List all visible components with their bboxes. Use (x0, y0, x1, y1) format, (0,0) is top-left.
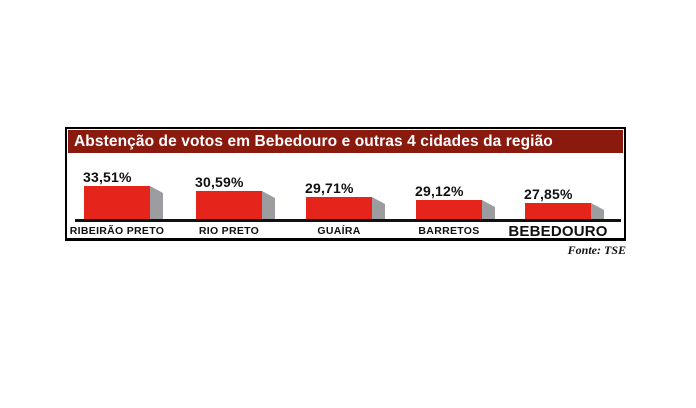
x-axis-label-bebedouro: BEBEDOURO (508, 223, 608, 240)
chart-title: Abstenção de votos em Bebedouro e outras… (74, 132, 553, 150)
bar-ribeirao-preto (84, 186, 150, 219)
bar-side-rio-preto (262, 191, 275, 219)
bar-side-ribeirao-preto (150, 186, 163, 219)
bar-barretos (416, 200, 482, 219)
chart-frame: Abstenção de votos em Bebedouro e outras… (65, 127, 626, 241)
bar-rio-preto (196, 191, 262, 219)
bar-side-bebedouro (591, 203, 604, 219)
bar-value-label-bebedouro: 27,85% (524, 186, 573, 202)
bar-bebedouro (525, 203, 591, 219)
bar-value-label-rio-preto: 30,59% (195, 174, 244, 190)
source-credit: Fonte: TSE (567, 243, 626, 257)
bar-value-label-guaira: 29,71% (305, 180, 354, 196)
x-axis-label-ribeirao-preto: RIBEIRÃO PRETO (69, 225, 165, 237)
chart-title-bar: Abstenção de votos em Bebedouro e outras… (68, 130, 623, 153)
bar-side-guaira (372, 197, 385, 219)
plot-area: 33,51% RIBEIRÃO PRETO 30,59% RIO PRETO 29,71… (67, 129, 624, 240)
x-axis-label-barretos: BARRETOS (418, 225, 480, 237)
x-axis-label-guaira: GUAÍRA (317, 225, 361, 237)
bar-value-label-barretos: 29,12% (415, 183, 464, 199)
bar-side-barretos (482, 200, 495, 219)
bar-guaira (306, 197, 372, 219)
x-axis-line (75, 219, 621, 222)
x-axis-label-rio-preto: RIO PRETO (198, 225, 260, 237)
bar-value-label-ribeirao-preto: 33,51% (83, 169, 132, 185)
